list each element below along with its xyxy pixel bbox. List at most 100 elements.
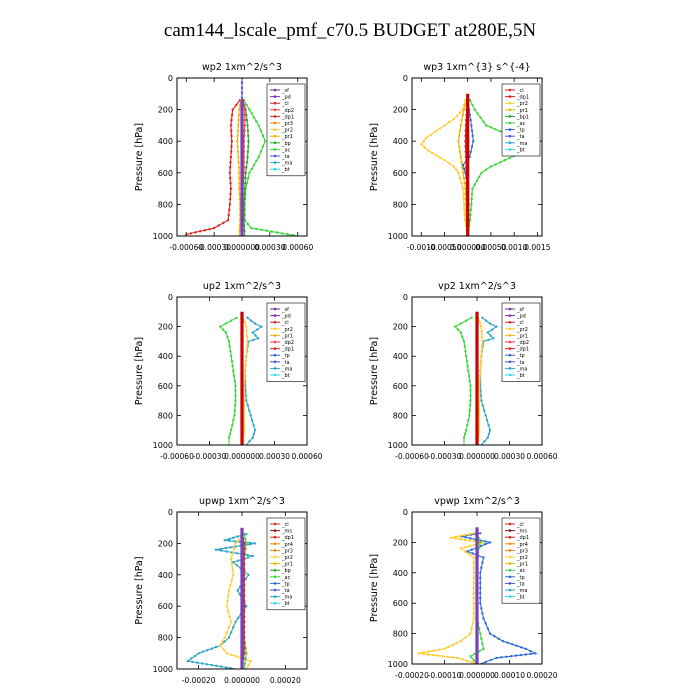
series-marker <box>245 350 248 353</box>
y-axis-label: Pressure [hPa] <box>369 554 380 622</box>
series-marker <box>459 322 462 325</box>
series-marker <box>233 414 236 417</box>
series-marker <box>221 640 224 643</box>
legend-label: _cl <box>516 88 524 94</box>
series-marker <box>458 111 462 115</box>
series-marker <box>455 114 459 118</box>
series-line <box>236 99 242 236</box>
series-marker <box>472 591 475 595</box>
series-marker <box>243 129 246 132</box>
y-tick-label: 1000 <box>153 232 173 241</box>
series-marker <box>494 128 497 131</box>
legend-marker <box>508 128 512 131</box>
legend-marker <box>273 161 277 164</box>
x-tick-label: -0.00050 <box>428 243 462 252</box>
series-marker <box>222 221 225 224</box>
series-marker <box>230 145 233 148</box>
legend-marker <box>273 360 277 364</box>
legend-label: _tp <box>281 581 290 587</box>
series-marker <box>457 140 460 143</box>
series-marker <box>462 176 465 180</box>
legend-label: _ac <box>516 568 526 574</box>
series-marker <box>227 537 231 541</box>
legend-marker <box>273 134 277 138</box>
series-marker <box>486 436 489 439</box>
legend-marker <box>273 334 277 337</box>
legend-marker <box>508 535 512 539</box>
series-marker <box>261 134 265 138</box>
legend: _cl_dp1_pr2_pr1_bp1_ac_tp_ta_ma_bt <box>501 83 541 157</box>
legend-marker <box>508 575 512 579</box>
series-marker <box>224 322 227 325</box>
series-marker <box>229 197 232 201</box>
x-tick-label: -0.00060 <box>395 452 429 461</box>
series-marker <box>229 546 232 549</box>
legend-label: _pr2 <box>516 555 528 561</box>
series-marker <box>484 660 487 664</box>
series-marker <box>245 542 248 545</box>
plot-frame <box>411 511 543 665</box>
series-marker <box>471 103 474 107</box>
x-tick-label: -0.00020 <box>395 671 429 680</box>
series-marker <box>479 544 483 548</box>
series-marker <box>219 644 222 647</box>
chart-title: wp2 1xm^2/s^3 <box>202 62 282 73</box>
series-marker <box>462 108 466 111</box>
series-marker <box>484 622 487 625</box>
series-marker <box>464 140 467 143</box>
series-marker <box>234 394 237 397</box>
legend: _sf_pd_cl_dp2_dp1_pr3_pr2_pr1_bp_ac_ta_m… <box>266 83 306 177</box>
legend-label: _pr4 <box>516 542 528 548</box>
series-marker <box>229 350 232 353</box>
x-tick-label: 0.000000 <box>224 243 260 252</box>
series-marker <box>461 658 464 661</box>
chart-title: up2 1xm^2/s^3 <box>203 281 281 292</box>
legend-label: _bt <box>281 167 290 173</box>
series-marker <box>489 126 493 129</box>
legend-label: _bp1 <box>516 114 529 120</box>
series-marker <box>243 610 246 613</box>
series-marker <box>243 584 246 587</box>
series-marker <box>230 129 233 132</box>
series-marker <box>201 650 205 653</box>
series-marker <box>463 167 466 171</box>
legend: _cl_ms_dp1_pr4_pr3_pr2_pr1_bp_ac_tp_ta_m… <box>266 517 306 611</box>
series-marker <box>246 124 249 127</box>
y-tick-label: 600 <box>158 169 173 178</box>
legend-label: _pd <box>281 95 291 101</box>
series-marker <box>466 424 469 427</box>
series-marker <box>462 340 466 343</box>
series-marker <box>246 155 249 159</box>
legend-marker <box>273 601 277 605</box>
y-tick-label: 400 <box>158 571 173 580</box>
legend-marker <box>273 522 277 526</box>
y-tick-label: 1000 <box>388 660 408 669</box>
series-marker <box>254 334 257 337</box>
series-marker <box>487 338 490 342</box>
legend-marker <box>273 582 277 585</box>
legend-marker <box>508 327 512 331</box>
series-marker <box>246 553 249 557</box>
series-marker <box>243 134 246 138</box>
x-tick-label: 0.00050 <box>475 243 506 252</box>
y-tick-label: 400 <box>393 137 408 146</box>
y-tick-label: 200 <box>393 538 408 547</box>
legend-label: _ma <box>281 595 292 601</box>
series-marker <box>226 599 229 603</box>
series-line <box>242 317 248 445</box>
legend-marker <box>273 148 277 151</box>
series-marker <box>191 660 194 664</box>
series-marker <box>427 149 430 152</box>
series-marker <box>468 404 472 407</box>
series-marker <box>219 325 222 328</box>
series-marker <box>243 563 246 566</box>
legend-label: _bp <box>281 568 291 574</box>
series-marker <box>469 394 472 397</box>
series-marker <box>196 661 199 664</box>
y-tick-label: 0 <box>168 293 173 302</box>
series-marker <box>236 140 239 143</box>
y-axis-label: Pressure [hPa] <box>134 337 145 405</box>
series-marker <box>259 129 263 132</box>
legend-marker <box>273 562 277 565</box>
series-marker <box>469 150 472 153</box>
